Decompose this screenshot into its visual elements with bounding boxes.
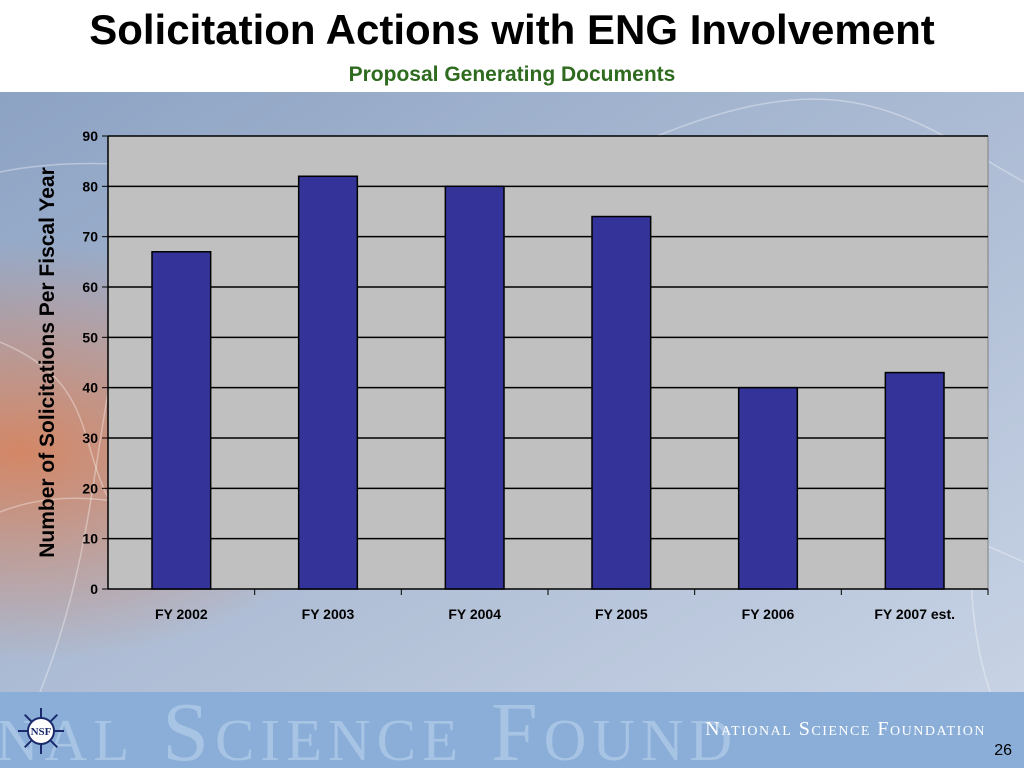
- y-tick-label: 70: [82, 229, 98, 245]
- plot-area: [107, 135, 989, 590]
- x-tick-label: FY 2002: [155, 606, 208, 622]
- bar-0: [151, 251, 212, 590]
- x-tick-label: FY 2005: [595, 606, 648, 622]
- x-tick-label: FY 2006: [742, 606, 795, 622]
- bar-1: [297, 175, 359, 590]
- x-tick-label: FY 2003: [302, 606, 355, 622]
- y-axis-label: Number of Solicitations Per Fiscal Year: [36, 167, 59, 558]
- bar-5: [884, 371, 945, 590]
- bar-chart: 0 10 20 30 40 50 60 70 80 90 FY 2002 FY 2003 FY 2004…: [36, 128, 989, 622]
- x-tick-label: FY 2007 est.: [874, 606, 955, 622]
- y-tick-label: 0: [90, 581, 98, 597]
- page-number: 26: [994, 742, 1012, 759]
- nsf-logo-icon: NSF: [18, 708, 64, 754]
- bar-2: [444, 185, 505, 590]
- footer-org-name: National Science Foundation: [705, 718, 986, 740]
- y-tick-label: 80: [82, 178, 98, 194]
- slide-subtitle: Proposal Generating Documents: [348, 63, 676, 86]
- y-tick-label: 30: [82, 430, 98, 446]
- footer-watermark: nal Science Found: [0, 692, 739, 768]
- slide-title: Solicitation Actions with ENG Involvemen…: [89, 6, 935, 53]
- footer-band: nal Science Found NSF National Science F…: [0, 692, 1024, 768]
- bar-3: [591, 215, 652, 590]
- y-tick-label: 50: [82, 329, 98, 345]
- y-tick-label: 40: [82, 380, 98, 396]
- y-tick-label: 20: [82, 480, 98, 496]
- bar-4: [737, 386, 799, 590]
- x-tick-label: FY 2004: [448, 606, 501, 622]
- nsf-logo-text: NSF: [31, 726, 52, 738]
- y-tick-label: 10: [82, 531, 98, 547]
- y-tick-label: 60: [82, 279, 98, 295]
- y-tick-label: 90: [82, 128, 98, 144]
